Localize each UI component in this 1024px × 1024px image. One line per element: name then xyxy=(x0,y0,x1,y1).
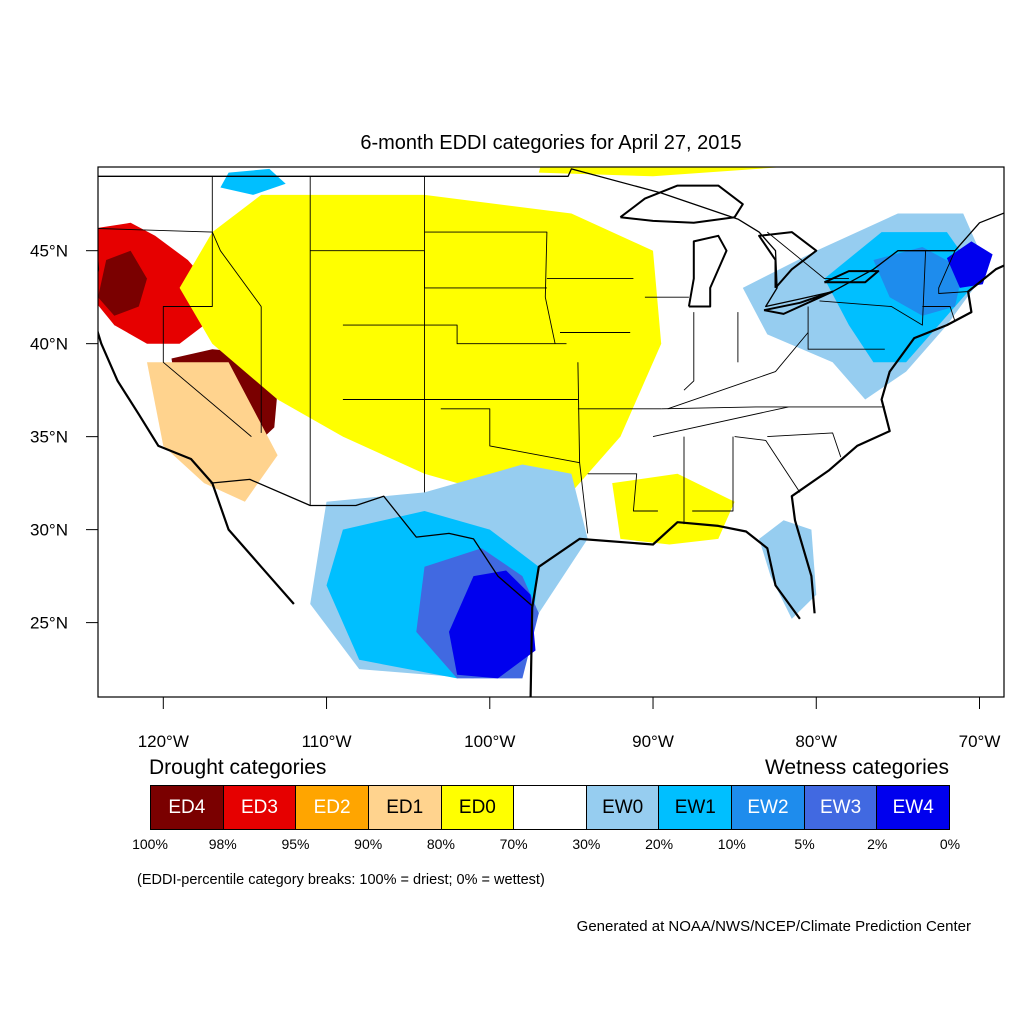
legend-category-ed0: ED0 xyxy=(441,786,515,829)
state-boundary-line-17 xyxy=(692,436,734,512)
state-boundary-line-11 xyxy=(577,362,589,534)
region-maine-ew4 xyxy=(946,241,993,288)
credit-text: Generated at NOAA/NWS/NCEP/Climate Predi… xyxy=(576,918,971,935)
legend-break-label: 20% xyxy=(645,836,674,852)
drought-categories-heading: Drought categories xyxy=(149,756,327,779)
shoreline-lake-erie xyxy=(763,290,834,315)
state-boundary-line-20 xyxy=(683,312,695,391)
state-boundary-line-26 xyxy=(734,436,801,493)
state-boundary-line-27 xyxy=(819,250,927,326)
legend-break-label: 80% xyxy=(426,836,455,852)
map-title: 6-month EDDI categories for April 27, 20… xyxy=(360,132,742,154)
legend-category-ed3: ED3 xyxy=(223,786,297,829)
state-boundary-line-7 xyxy=(342,324,567,345)
border-mexico-border xyxy=(210,478,533,607)
coastline-gulf-coast xyxy=(529,521,801,697)
legend-break-label: 70% xyxy=(499,836,528,852)
coastline-west-coast xyxy=(98,253,295,605)
legend-break-label: 2% xyxy=(867,836,888,852)
state-boundary-line-28 xyxy=(922,306,956,322)
state-boundary-line-3 xyxy=(162,176,252,437)
legend-break-label: 95% xyxy=(281,836,310,852)
legend-break-label: 0% xyxy=(939,836,961,852)
legend-category-ed2: ED2 xyxy=(296,786,369,829)
y-tick-label: 30°N xyxy=(30,521,68,540)
map-frame xyxy=(97,166,1005,698)
legend-break-label: 5% xyxy=(794,836,815,852)
legend-break-label: 30% xyxy=(572,836,601,852)
border-canada-border xyxy=(98,168,1004,308)
y-tick-label: 45°N xyxy=(30,242,68,261)
legend-break-label: 90% xyxy=(354,836,383,852)
state-boundary-line-5 xyxy=(98,228,262,307)
region-florida-ew0 xyxy=(759,520,817,619)
state-boundary-line-24 xyxy=(667,332,809,410)
category-breaks-note: (EDDI-percentile category breaks: 100% =… xyxy=(137,872,545,888)
x-tick-label: 120°W xyxy=(138,732,189,751)
state-boundary-line-30 xyxy=(767,231,849,280)
state-boundary-line-15 xyxy=(587,473,658,512)
legend-category-ed4: ED4 xyxy=(151,786,224,829)
region-canada-ed0 xyxy=(538,167,784,177)
state-boundary-line-6 xyxy=(310,250,547,289)
state-boundary-line-29 xyxy=(938,250,969,294)
coastline-atlantic-coast xyxy=(790,264,1004,614)
legend-percentile-breaks: 100% 98% 95% 90% 80% 70% 30% 20% 10% 5% 2% 0% xyxy=(132,836,960,856)
region-southeast-ed0 xyxy=(612,473,735,545)
state-boundary-line-10 xyxy=(424,231,556,344)
x-tick-label: 80°W xyxy=(795,732,837,751)
y-tick-label: 25°N xyxy=(30,614,68,633)
wetness-categories-heading: Wetness categories xyxy=(764,756,949,779)
legend-break-label: 100% xyxy=(132,836,168,852)
legend-category-ew1: EW1 xyxy=(659,786,733,829)
shoreline-lake-winnipeg xyxy=(506,93,547,149)
state-boundary-line-18 xyxy=(652,406,789,438)
region-oregon-ed4 xyxy=(98,250,147,316)
region-washington-ew1 xyxy=(220,168,286,195)
legend-category-ew4: EW4 xyxy=(877,786,950,829)
state-boundary-line-22 xyxy=(807,306,885,350)
region-texas-ew4 xyxy=(449,570,536,679)
region-north-central-ed0 xyxy=(179,194,662,502)
legend-break-label: 98% xyxy=(208,836,237,852)
x-tick-label: 100°W xyxy=(464,732,515,751)
x-tick-label: 110°W xyxy=(302,732,352,751)
legend-category-normal xyxy=(514,786,587,829)
shoreline-lake-huron xyxy=(758,231,818,289)
legend-break-label: 10% xyxy=(717,836,746,852)
shoreline-lake-ontario xyxy=(823,270,880,284)
shoreline-lake-michigan xyxy=(687,234,728,308)
legend-category-ew2: EW2 xyxy=(732,786,805,829)
region-southwest-ed1 xyxy=(147,362,278,502)
legend-color-bar: ED4 ED3 ED2 ED1 ED0 EW0 EW1 EW2 EW3 EW4 xyxy=(150,785,950,830)
legend-category-ed1: ED1 xyxy=(368,786,442,829)
y-tick-label: 40°N xyxy=(30,335,68,354)
state-boundary-line-19 xyxy=(661,406,885,410)
legend-category-ew3: EW3 xyxy=(804,786,878,829)
state-boundary-line-25 xyxy=(767,432,842,458)
state-boundary-line-9 xyxy=(440,408,580,464)
legend-category-ew0: EW0 xyxy=(586,786,660,829)
region-northeast-ew2 xyxy=(873,247,964,316)
x-tick-label: 90°W xyxy=(632,732,674,751)
shoreline-lake-superior xyxy=(619,184,744,224)
x-tick-label: 70°W xyxy=(959,732,1001,751)
y-tick-label: 35°N xyxy=(30,428,68,447)
